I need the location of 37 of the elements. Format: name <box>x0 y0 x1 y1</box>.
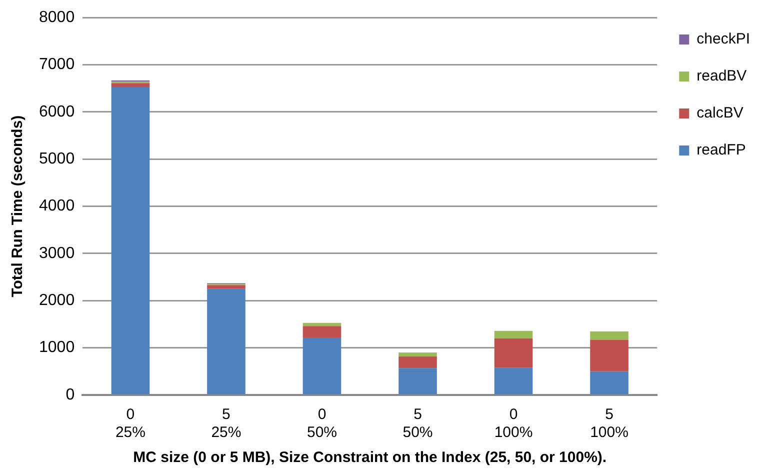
bar <box>494 368 533 394</box>
bar <box>302 337 342 394</box>
legend-label: readFP <box>696 142 746 159</box>
bar <box>302 322 342 326</box>
bar <box>207 285 246 289</box>
y-tick-label: 3000 <box>39 244 75 262</box>
x-tick-label: 0 50% <box>306 406 338 442</box>
bar <box>207 288 246 394</box>
y-tick-label: 6000 <box>39 103 75 120</box>
bar <box>590 331 628 340</box>
y-tick-label: 7000 <box>39 56 75 74</box>
y-tick-label: 2000 <box>39 292 75 310</box>
bar <box>111 83 150 87</box>
legend-label: readBV <box>696 68 747 85</box>
bar <box>494 338 533 368</box>
bar <box>302 326 342 338</box>
x-tick-label: 0 25% <box>115 406 146 442</box>
bar <box>494 330 533 338</box>
x-tick-label: 5 50% <box>402 406 433 442</box>
y-tick-label: 8000 <box>39 9 75 26</box>
legend-label: calcBV <box>696 104 744 122</box>
bar <box>590 371 628 394</box>
y-tick-label: 4000 <box>39 198 75 215</box>
bar <box>398 368 437 394</box>
x-tick-label: 5 25% <box>211 406 242 442</box>
y-tick-label: 0 <box>66 386 75 404</box>
bar <box>398 352 437 356</box>
y-axis-title: Total Run Time (seconds) <box>9 115 26 298</box>
bar <box>111 86 150 394</box>
legend-label: checkPI <box>696 30 750 48</box>
y-tick-label: 5000 <box>39 150 75 168</box>
y-tick-label: 1000 <box>39 339 75 356</box>
x-tick-label: 5 100% <box>590 406 628 442</box>
x-tick-label: 0 100% <box>494 406 533 442</box>
bar <box>398 356 437 368</box>
x-axis-title: MC size (0 or 5 MB), Size Constraint on the Index (25, 50, or 100%). <box>133 449 607 466</box>
bar <box>590 340 628 372</box>
